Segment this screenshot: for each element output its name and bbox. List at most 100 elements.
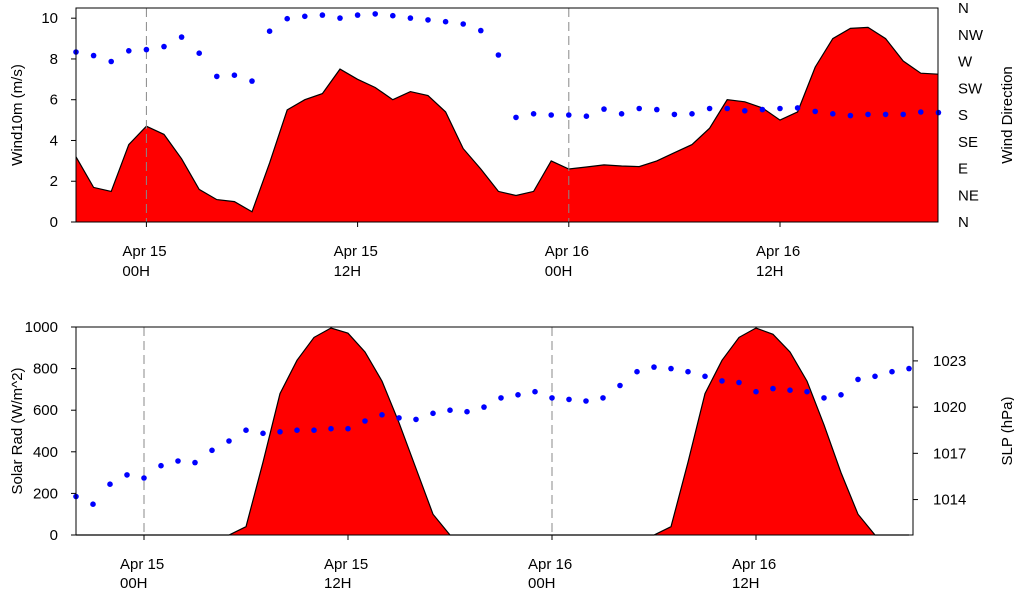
scatter-point	[425, 17, 431, 23]
scatter-point	[812, 108, 818, 115]
scatter-point	[124, 472, 130, 478]
scatter-point	[302, 13, 308, 20]
scatter-point	[209, 447, 215, 454]
scatter-point	[196, 50, 202, 56]
scatter-point	[668, 365, 674, 372]
y-tick-label: 400	[33, 444, 58, 461]
scatter-point	[794, 105, 801, 111]
scatter-point	[478, 27, 484, 34]
scatter-point	[460, 21, 467, 27]
scatter-point	[601, 106, 607, 112]
scatter-point	[753, 388, 759, 395]
scatter-point	[724, 105, 730, 112]
scatter-point	[600, 395, 606, 401]
scatter-point	[175, 458, 181, 464]
scatter-point	[495, 52, 502, 58]
scatter-point	[689, 111, 695, 117]
scatter-point	[413, 416, 419, 423]
scatter-point	[530, 111, 537, 117]
scatter-point	[918, 109, 924, 115]
scatter-point	[847, 112, 854, 119]
scatter-point	[345, 425, 351, 432]
y2-tick-label: SE	[958, 134, 978, 151]
x-tick-date: Apr 15	[334, 243, 378, 260]
scatter-point	[249, 78, 255, 84]
scatter-point	[719, 378, 725, 384]
y-tick-label: 0	[50, 214, 58, 231]
x-tick-date: Apr 15	[120, 556, 164, 573]
x-tick-date: Apr 16	[528, 556, 572, 573]
scatter-point	[532, 388, 538, 395]
scatter-point	[126, 48, 132, 54]
y2-tick-label: 1017	[933, 445, 966, 462]
y2-axis-label: SLP (hPa)	[999, 397, 1014, 466]
scatter-point	[618, 111, 625, 117]
y-tick-label: 8	[50, 51, 58, 68]
scatter-point	[583, 398, 589, 404]
scatter-point	[214, 73, 220, 80]
area-fill	[76, 27, 939, 223]
scatter-point	[379, 412, 385, 418]
y2-tick-label: N	[958, 214, 969, 231]
scatter-point	[311, 427, 317, 434]
scatter-point	[407, 15, 414, 21]
scatter-point	[900, 111, 906, 118]
scatter-point	[702, 373, 708, 380]
scatter-point	[277, 429, 283, 435]
scatter-point	[872, 373, 878, 380]
x-tick-time: 12H	[334, 263, 362, 280]
scatter-point	[549, 395, 555, 401]
scatter-point	[787, 387, 793, 394]
x-tick-date: Apr 16	[545, 243, 589, 260]
scatter-point	[108, 58, 114, 65]
scatter-point	[396, 415, 402, 421]
y-tick-label: 600	[33, 402, 58, 419]
scatter-point	[243, 427, 249, 434]
plot-frame	[75, 7, 939, 223]
y-tick-label: 1000	[25, 319, 58, 336]
scatter-point	[328, 425, 334, 432]
y-tick-label: 2	[50, 173, 58, 190]
scatter-point	[736, 379, 742, 386]
y-axis-label: Solar Rad (W/m^2)	[9, 367, 26, 494]
scatter-point	[337, 15, 343, 21]
x-tick-time: 12H	[324, 575, 352, 589]
x-tick-date: Apr 16	[756, 243, 800, 260]
y-tick-label: 0	[50, 527, 58, 544]
y-tick-label: 800	[33, 361, 58, 378]
scatter-point	[481, 404, 487, 410]
scatter-point	[390, 12, 396, 19]
scatter-point	[158, 462, 164, 469]
y2-tick-label: 1023	[933, 353, 966, 370]
y2-tick-label: 1014	[933, 492, 966, 509]
scatter-point	[294, 427, 300, 434]
y2-tick-label: W	[958, 54, 973, 71]
scatter-point	[515, 392, 521, 398]
scatter-point	[319, 12, 326, 18]
scatter-point	[566, 396, 572, 403]
scatter-point	[90, 52, 97, 59]
y2-tick-label: NW	[958, 27, 984, 44]
y-tick-label: 10	[41, 10, 58, 27]
x-tick-time: 00H	[120, 575, 148, 589]
y2-axis-label: Wind Direction	[999, 66, 1014, 164]
scatter-point	[770, 385, 776, 392]
scatter-point	[821, 395, 827, 401]
scatter-point	[617, 382, 623, 389]
x-tick-time: 00H	[122, 263, 150, 280]
y-tick-label: 6	[50, 92, 58, 109]
scatter-point	[855, 376, 861, 383]
scatter-point	[464, 408, 470, 415]
scatter-point	[906, 365, 912, 372]
scatter-point	[161, 43, 167, 50]
scatter-point	[671, 111, 678, 118]
x-tick-date: Apr 15	[324, 556, 368, 573]
scatter-point	[634, 368, 640, 375]
y2-tick-label: SW	[958, 80, 983, 97]
scatter-point	[882, 111, 889, 118]
scatter-point	[865, 111, 871, 118]
scatter-point	[284, 15, 291, 22]
scatter-point	[651, 364, 657, 370]
scatter-point	[354, 12, 361, 18]
x-tick-time: 12H	[732, 575, 760, 589]
